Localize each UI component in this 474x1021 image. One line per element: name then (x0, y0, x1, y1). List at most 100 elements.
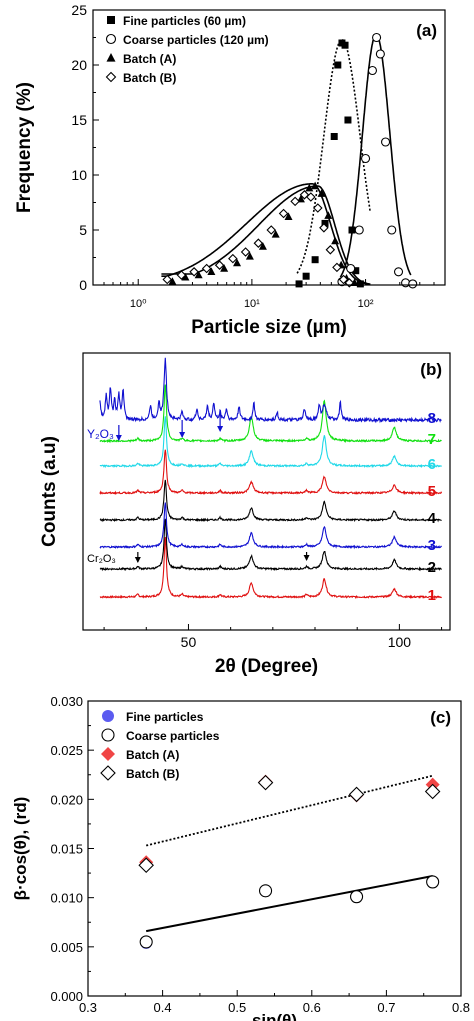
data-point (334, 61, 342, 69)
data-point (245, 252, 254, 260)
data-point (354, 225, 364, 235)
series-1 (337, 32, 418, 289)
legend-label: Batch (B) (123, 71, 176, 85)
pattern-label: 1 (428, 587, 436, 604)
data-point (330, 133, 338, 140)
y-tick-label: 0.020 (50, 792, 83, 807)
data-point (381, 137, 391, 147)
data-point (168, 277, 177, 285)
data-point (295, 280, 303, 288)
data-point (372, 32, 382, 43)
x-tick-label: 0.3 (79, 1000, 97, 1015)
series-2 (139, 774, 440, 870)
x-tick-label: 0.6 (303, 1000, 321, 1015)
data-point (162, 274, 173, 285)
data-point (319, 223, 329, 233)
arrow-y2o3-head (179, 432, 186, 438)
legend-marker (101, 747, 115, 761)
y-axis-title: Counts (a.u) (39, 436, 60, 547)
data-point (367, 65, 378, 76)
data-point (346, 263, 356, 274)
data-point (306, 192, 316, 202)
legend-marker (102, 710, 114, 722)
pattern-label: 8 (428, 410, 436, 427)
xrd-pattern-8 (99, 357, 442, 424)
fit-line-dotted (145, 774, 433, 847)
data-point (233, 258, 242, 267)
series-3 (138, 774, 441, 873)
x-axis-title: sin(θ) (252, 1011, 297, 1021)
legend-label: Batch (A) (123, 52, 176, 66)
y-tick-label: 0.015 (50, 842, 83, 857)
legend-label: Coarse particles (126, 729, 220, 743)
data-point (324, 211, 333, 219)
data-point (375, 49, 385, 59)
data-point (356, 280, 364, 288)
data-point (258, 242, 267, 250)
pattern-label: 6 (428, 456, 436, 473)
pattern-label: 7 (428, 431, 436, 448)
data-point (258, 884, 273, 898)
data-point (317, 189, 326, 197)
data-point (266, 225, 277, 235)
y-tick-label: 0 (79, 277, 87, 293)
y-tick-label: 25 (71, 2, 87, 18)
data-point (311, 256, 319, 264)
y-tick-label: 0.030 (50, 694, 83, 709)
pattern-label: 2 (428, 559, 436, 576)
data-point (321, 219, 329, 227)
y-tick-label: 10 (71, 167, 87, 183)
data-point (194, 270, 203, 279)
data-point (220, 264, 229, 272)
fit-line-solid (145, 875, 433, 933)
x-axis-title: 2θ (Degree) (215, 656, 318, 677)
data-point (228, 253, 238, 264)
x-tick-label: 0.8 (452, 1000, 470, 1015)
legend-label: Batch (B) (126, 767, 179, 781)
arrow-y2o3-head (217, 426, 224, 432)
xrd-pattern-3 (99, 502, 442, 550)
data-point (240, 247, 251, 257)
arrow-cr2o3-head (134, 557, 141, 563)
x-tick-label: 0.4 (154, 1000, 172, 1015)
data-point (311, 181, 320, 190)
xrd-pattern-4 (99, 479, 442, 523)
xrd-pattern-1 (99, 537, 442, 600)
data-point (332, 262, 342, 273)
y-tick-label: 0.025 (50, 743, 83, 758)
y-axis-title: β·cos(θ), (rd) (11, 797, 30, 901)
data-point (348, 226, 356, 234)
panel-b: 50 100 1 2 3 4 5 6 7 8 Y₂O₃ Cr₂O₃ (b) 2θ (Degree) Coun… (39, 352, 451, 677)
data-point (352, 267, 360, 275)
data-point (290, 196, 300, 207)
data-point (278, 208, 289, 219)
legend-marker (105, 71, 117, 83)
x-tick-label: 10⁰ (130, 298, 147, 310)
data-point (176, 270, 187, 280)
y-tick-label: 15 (71, 112, 87, 128)
plot-frame (92, 9, 446, 286)
series-0 (295, 39, 364, 288)
xrd-pattern-2 (99, 518, 442, 572)
x-tick-label: 0.7 (377, 1000, 395, 1015)
panel-label: (a) (416, 21, 437, 40)
data-point (253, 238, 264, 248)
data-point (393, 267, 404, 277)
x-tick-label: 0.5 (228, 1000, 246, 1015)
series-3 (162, 190, 355, 288)
legend-marker (107, 16, 115, 24)
annotation-y2o3: Y₂O₃ (87, 427, 114, 441)
legend-label: Fine particles (60 µm) (123, 14, 246, 28)
series-1 (139, 875, 440, 949)
data-point (331, 236, 340, 245)
plot-frame (82, 352, 451, 631)
data-point (271, 230, 280, 238)
data-point (284, 212, 293, 220)
data-point (387, 225, 397, 235)
y-axis-title: Frequency (%) (14, 82, 35, 213)
data-point (201, 263, 212, 274)
legend-marker (101, 728, 115, 742)
pattern-label: 3 (428, 537, 436, 554)
legend-label: Coarse particles (120 µm) (123, 33, 269, 47)
